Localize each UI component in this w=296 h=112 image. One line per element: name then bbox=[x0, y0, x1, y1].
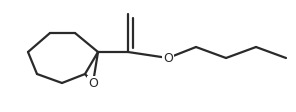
Text: O: O bbox=[163, 52, 173, 65]
Text: O: O bbox=[88, 76, 98, 89]
